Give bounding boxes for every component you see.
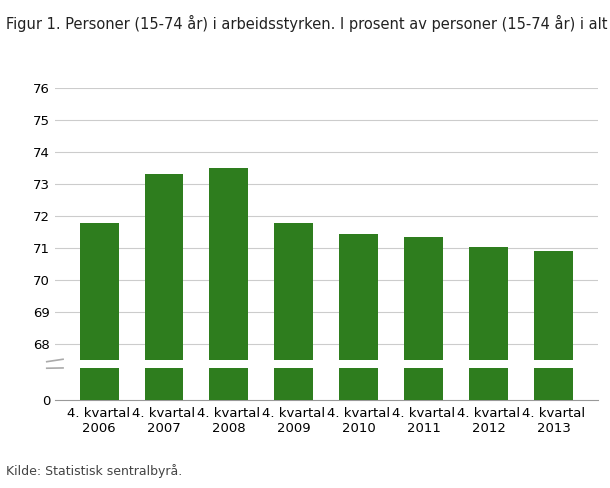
Bar (145, 174, 184, 488)
Bar (534, 251, 573, 488)
Bar (209, 168, 248, 488)
Bar (404, 237, 443, 488)
Bar (404, 0, 443, 400)
Bar (274, 0, 314, 400)
Bar (79, 0, 118, 400)
Bar (209, 0, 248, 400)
Bar (274, 223, 314, 488)
Bar (79, 223, 118, 488)
Bar (339, 234, 378, 488)
Bar (469, 0, 508, 400)
Bar (469, 246, 508, 488)
Bar (534, 0, 573, 400)
Bar (339, 0, 378, 400)
Bar (145, 0, 184, 400)
Text: Figur 1. Personer (15-74 år) i arbeidsstyrken. I prosent av personer (15-74 år) : Figur 1. Personer (15-74 år) i arbeidsst… (6, 15, 608, 32)
Text: Kilde: Statistisk sentralbyrå.: Kilde: Statistisk sentralbyrå. (6, 464, 182, 478)
